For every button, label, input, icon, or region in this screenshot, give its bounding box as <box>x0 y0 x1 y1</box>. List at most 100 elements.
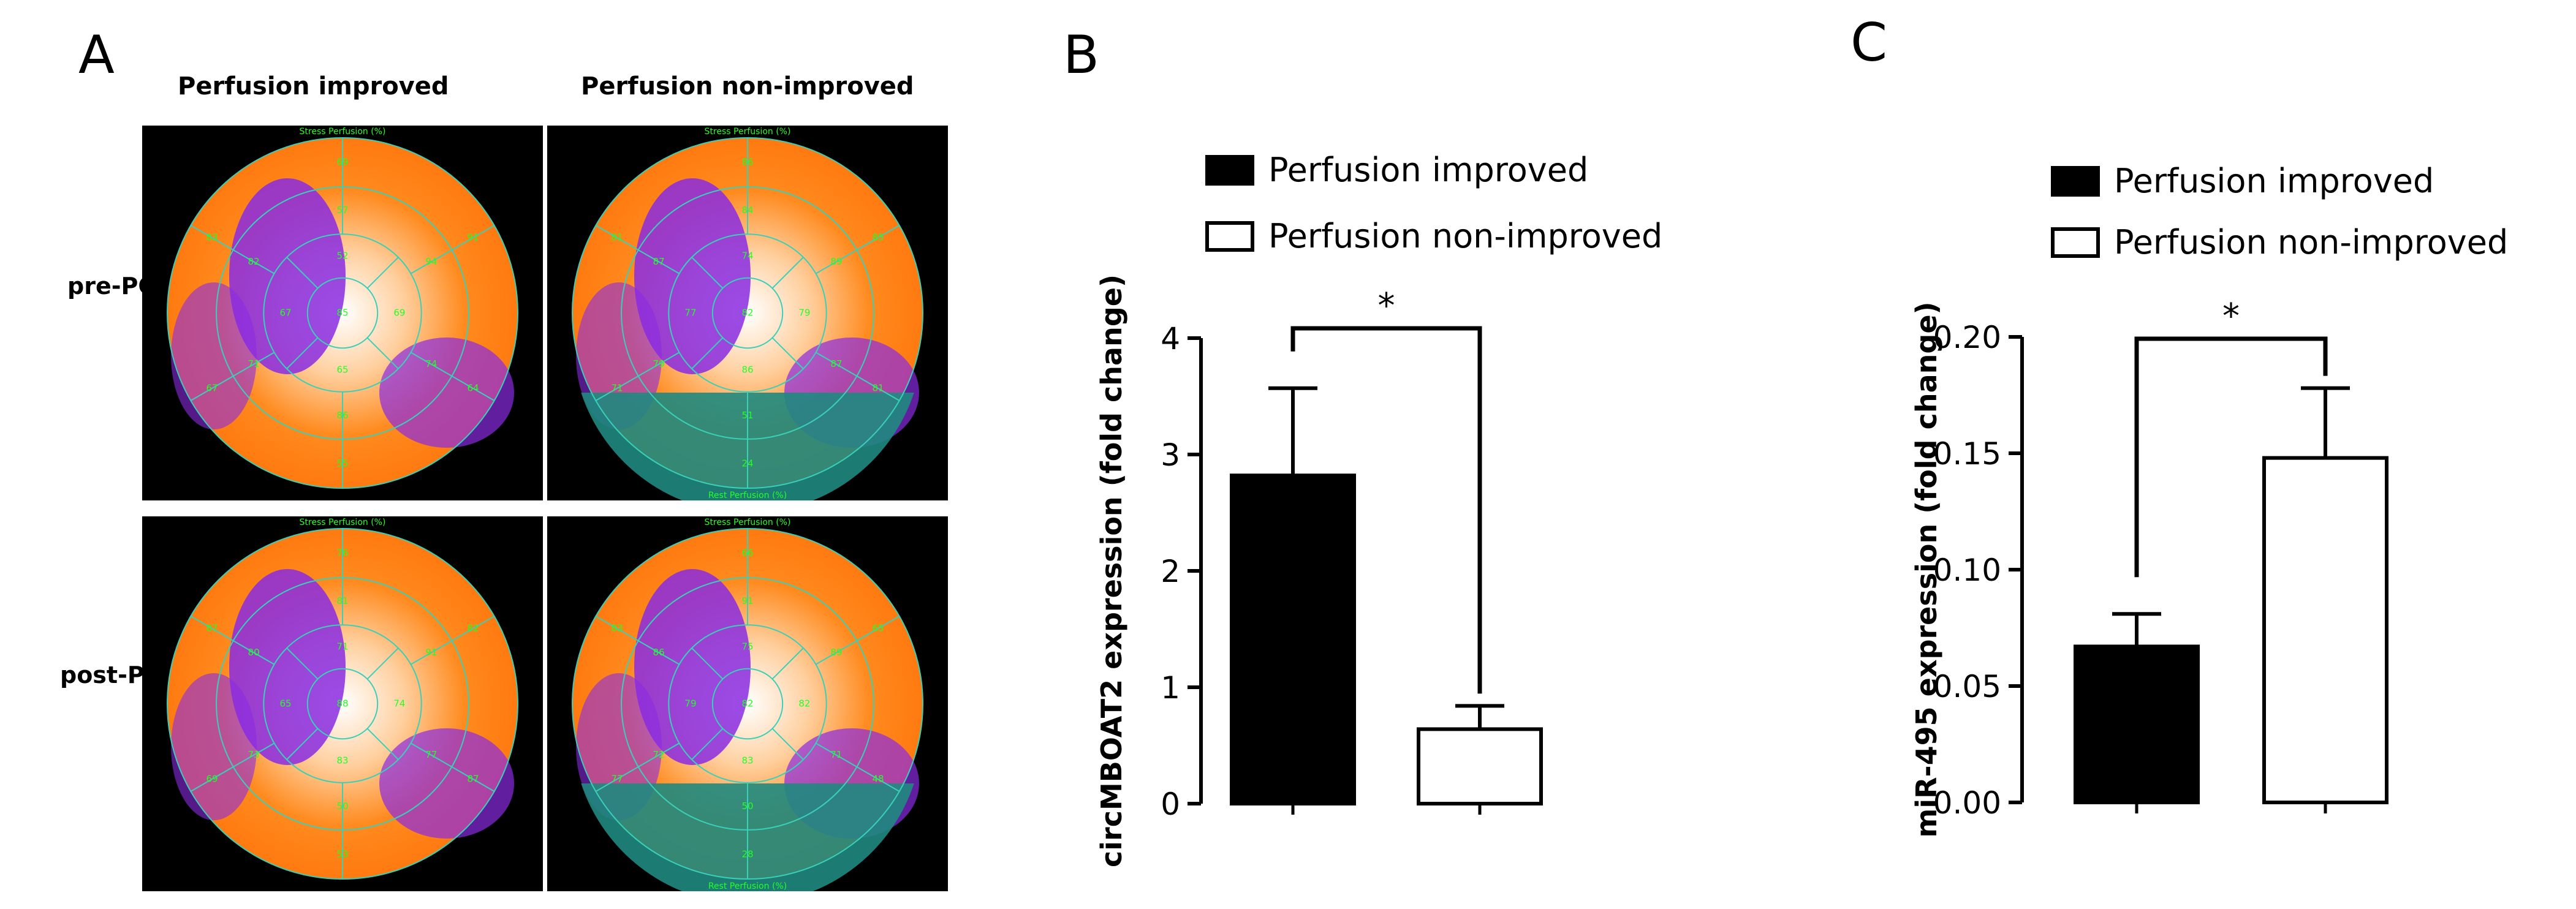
chart-c: Perfusion improved Perfusion non-improved… <box>1912 162 2508 838</box>
y-tick-label: 2 <box>1161 554 1180 589</box>
segment-value-outer: 87 <box>206 623 218 634</box>
segment-line <box>595 225 680 274</box>
segment-value-outer: 66 <box>741 548 753 559</box>
significance-marker: * <box>2222 296 2240 336</box>
map-bottom-caption: Rest Perfusion (%) <box>708 491 787 500</box>
segment-line <box>286 647 319 680</box>
bar <box>2074 644 2200 805</box>
y-tick-label: 0.05 <box>1933 669 2001 704</box>
bullseye-svg: 66 65 48 28 77 83 91 89 71 50 72 86 75 82 83 79 82 Stress… <box>572 518 923 891</box>
segment-value-inner: 83 <box>741 755 753 766</box>
segment-value-middle: 74 <box>425 358 437 369</box>
segment-value-apex: 85 <box>336 307 348 319</box>
segment-value-middle: 80 <box>248 647 260 658</box>
segment-value-inner: 82 <box>798 698 810 709</box>
segment-line <box>286 728 319 760</box>
y-tick-label: 0 <box>1161 786 1180 822</box>
segment-value-inner: 79 <box>798 307 810 319</box>
legend-swatch <box>1205 221 1254 252</box>
segment-value-outer: 24 <box>741 458 753 469</box>
segment-value-middle: 84 <box>741 205 753 216</box>
segment-line <box>366 337 399 369</box>
segment-value-middle: 77 <box>425 749 437 760</box>
segment-value-middle: 86 <box>336 410 348 421</box>
segment-value-inner: 77 <box>685 307 697 319</box>
map-top-caption: Stress Perfusion (%) <box>705 518 791 527</box>
segment-value-inner: 71 <box>336 641 348 652</box>
segment-line <box>691 728 724 760</box>
segment-ring <box>711 668 784 740</box>
segment-value-middle: 71 <box>248 358 260 369</box>
y-axis-label: circMBOAT2 expression (fold change) <box>1097 274 1128 867</box>
map-top-caption: Stress Perfusion (%) <box>300 518 386 527</box>
segment-value-outer: 91 <box>467 232 479 243</box>
significance-bracket <box>1290 326 1482 694</box>
y-tick-label: 0.10 <box>1933 553 2001 588</box>
segment-value-middle: 91 <box>425 647 437 658</box>
legend-label: Perfusion non-improved <box>1268 217 1662 255</box>
segment-line <box>815 225 900 274</box>
bar <box>1230 473 1356 805</box>
segment-value-outer: 71 <box>611 382 623 393</box>
segment-value-middle: 91 <box>741 595 753 606</box>
segment-line <box>691 337 724 369</box>
segment-value-inner: 52 <box>336 251 348 262</box>
segment-line <box>595 352 680 401</box>
segment-value-middle: 71 <box>830 749 842 760</box>
legend-swatch <box>1205 155 1254 186</box>
segment-value-middle: 50 <box>741 801 753 812</box>
segment-line <box>410 742 495 792</box>
segment-value-outer: 69 <box>336 157 348 168</box>
segment-ring <box>306 277 379 349</box>
segment-value-middle: 87 <box>653 256 665 267</box>
segment-value-inner: 69 <box>393 307 405 319</box>
segment-value-middle: 79 <box>653 358 665 369</box>
bullseye-svg: 86 85 81 24 71 81 84 89 87 51 79 87 74 79 86 77 82 Stress… <box>572 127 923 500</box>
segment-value-outer: 69 <box>206 773 218 784</box>
y-tick-label: 3 <box>1161 437 1180 473</box>
segment-line <box>771 647 804 680</box>
defect-region <box>379 728 514 839</box>
segment-line <box>410 225 495 274</box>
segment-line <box>366 257 399 289</box>
segment-value-middle: 81 <box>336 595 348 606</box>
defect-region <box>229 178 346 374</box>
segment-value-outer: 55 <box>336 458 348 469</box>
segment-line <box>691 647 724 680</box>
segment-value-outer: 64 <box>467 382 479 393</box>
segment-line <box>410 352 495 401</box>
bullseye-map-pre-improved: 69 91 64 55 67 83 57 94 74 86 71 82 52 69 65 67 85 Stress… <box>142 126 543 500</box>
segment-line <box>771 728 804 760</box>
map-bottom-caption: Rest Perfusion (%) <box>708 881 787 891</box>
segment-value-middle: 72 <box>653 749 665 760</box>
y-tick-label: 1 <box>1161 670 1180 706</box>
defect-region <box>171 282 257 429</box>
segment-value-middle: 89 <box>830 256 842 267</box>
chart-b: Perfusion improved Perfusion non-improved… <box>1097 151 1662 867</box>
legend-swatch <box>2051 166 2100 197</box>
segment-line <box>190 742 275 792</box>
segment-value-inner: 86 <box>741 364 753 375</box>
segment-line <box>691 257 724 289</box>
segment-value-middle: 73 <box>248 749 260 760</box>
significance-marker: * <box>1378 286 1395 326</box>
segment-line <box>366 728 399 760</box>
significance-bracket <box>2134 336 2328 578</box>
legend-label: Perfusion improved <box>1268 151 1588 189</box>
col-title-improved: Perfusion improved <box>178 72 449 100</box>
map-top-caption: Stress Perfusion (%) <box>300 127 386 137</box>
col-title-non-improved: Perfusion non-improved <box>581 72 914 100</box>
segment-value-outer: 83 <box>611 623 623 634</box>
defect-region <box>379 338 514 448</box>
segment-value-middle: 94 <box>425 256 437 267</box>
segment-line <box>190 225 275 274</box>
bullseye-map-post-non-improved: 66 65 48 28 77 83 91 89 71 50 72 86 75 82 83 79 82 Stress… <box>547 516 948 891</box>
segment-value-outer: 85 <box>872 232 884 243</box>
segment-line <box>286 337 319 369</box>
segment-line <box>190 352 275 401</box>
segment-value-outer: 81 <box>872 382 884 393</box>
segment-value-inner: 75 <box>741 641 753 652</box>
segment-value-inner: 74 <box>393 698 405 709</box>
segment-line <box>595 616 680 665</box>
segment-value-outer: 28 <box>741 848 753 859</box>
